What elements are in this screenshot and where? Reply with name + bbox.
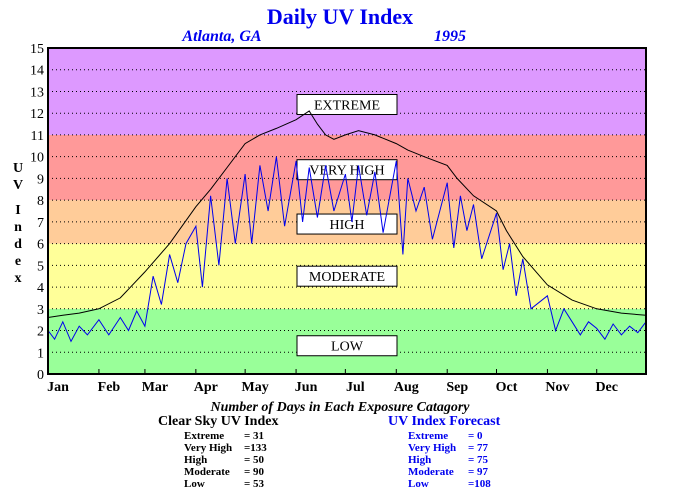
category-count: = 97	[468, 466, 489, 478]
forecast-series-line	[47, 156, 647, 343]
summary-row: Moderate = 97	[408, 466, 491, 478]
summary-row: Extreme = 31	[184, 430, 267, 442]
y-tick-label: 5	[37, 259, 44, 274]
y-axis-label-char: U	[13, 161, 23, 176]
summary-row: Low = 53	[184, 478, 267, 490]
category-label: Low	[184, 478, 205, 490]
y-tick-label: 7	[37, 216, 44, 231]
category-count: = 90	[244, 466, 265, 478]
forecast-summary-title: UV Index Forecast	[388, 414, 501, 429]
y-tick-label: 4	[37, 281, 44, 296]
category-count: = 0	[468, 430, 483, 442]
category-count: =108	[468, 478, 491, 490]
summary-row: Extreme = 0	[408, 430, 491, 442]
band-label-text: HIGH	[330, 218, 365, 233]
band-label-box	[296, 265, 398, 287]
band-label-box	[296, 94, 398, 116]
x-tick-label: Nov	[545, 380, 569, 395]
category-label: Moderate	[184, 466, 230, 478]
y-axis-label-char: e	[15, 254, 21, 269]
x-tick-label: May	[242, 380, 269, 395]
chart-title: Daily UV Index	[267, 4, 413, 29]
band-labels: LOW MODERATE HIGH VERY HIGH EXTREME	[296, 94, 398, 357]
y-tick-label: 14	[30, 64, 44, 79]
y-tick-label: 15	[30, 42, 44, 57]
category-label: Moderate	[408, 466, 454, 478]
y-tick-label: 6	[37, 238, 44, 253]
summary-row: Very High =133	[184, 442, 267, 454]
x-tick-label: Jan	[47, 380, 69, 395]
summary-row: High = 50	[184, 454, 267, 466]
band-label-extreme: EXTREME	[296, 94, 398, 116]
y-axis-label-char: n	[14, 220, 22, 235]
y-tick-label: 10	[30, 151, 44, 166]
category-count: = 50	[244, 454, 265, 466]
band-label-text: LOW	[331, 340, 364, 355]
y-tick-label: 0	[37, 368, 44, 383]
x-tick-label: Dec	[595, 380, 618, 395]
band-label-box	[296, 335, 398, 357]
days-count-heading: Number of Days in Each Exposure Catagory	[210, 400, 470, 415]
summary-row: Very High = 77	[408, 442, 491, 454]
band-label-very-high: VERY HIGH	[296, 159, 398, 181]
x-tick-label: Jun	[295, 380, 318, 395]
band-label-text: MODERATE	[309, 270, 385, 285]
category-label: Very High	[184, 442, 233, 454]
category-label: High	[184, 454, 208, 466]
x-tick-label: Feb	[98, 380, 121, 395]
category-count: = 53	[244, 478, 265, 490]
category-label: Extreme	[184, 430, 225, 442]
category-label: High	[408, 454, 432, 466]
plot-frame	[47, 47, 647, 375]
band-label-high: HIGH	[296, 213, 398, 235]
x-tick-label: Mar	[142, 380, 168, 395]
y-tick-label: 11	[31, 129, 44, 144]
chart-location: Atlanta, GA	[181, 28, 261, 45]
y-axis-label-char: V	[13, 178, 23, 193]
category-count: = 75	[468, 454, 489, 466]
summary-row: Low =108	[408, 478, 491, 490]
y-tick-label: 3	[37, 303, 44, 318]
category-label: Very High	[408, 442, 457, 454]
clear-sky-summary-table: Extreme = 31 Very High =133 High = 50 Moder…	[184, 430, 267, 490]
category-label: Low	[408, 478, 429, 490]
category-count: = 31	[244, 430, 265, 442]
y-tick-label: 1	[37, 346, 44, 361]
category-count: = 77	[468, 442, 489, 454]
band-label-low: LOW	[296, 335, 398, 357]
y-axis-label-char: x	[15, 271, 22, 286]
y-tick-label: 8	[37, 194, 44, 209]
x-tick-label: Sep	[446, 380, 468, 395]
chart-year: 1995	[434, 28, 466, 45]
band-label-text: EXTREME	[314, 99, 380, 114]
summary-row: Moderate = 90	[184, 466, 267, 478]
band-label-moderate: MODERATE	[296, 265, 398, 287]
x-tick-label: Oct	[496, 380, 518, 395]
y-tick-label: 9	[37, 172, 44, 187]
x-tick-label: Aug	[394, 380, 419, 395]
y-tick-label: 13	[30, 85, 44, 100]
series-lines	[47, 110, 647, 343]
y-axis-label-char: d	[14, 237, 22, 252]
band-extreme	[48, 48, 646, 135]
band-label-box	[296, 213, 398, 235]
y-tick-label: 12	[30, 107, 44, 122]
category-count: =133	[244, 442, 267, 454]
x-tick-label: Jul	[346, 380, 365, 395]
clear-sky-series-line	[47, 110, 647, 318]
y-axis-label-char: I	[15, 203, 20, 218]
x-tick-label: Apr	[194, 380, 218, 395]
x-axis-ticks: Jan Feb Mar Apr May Jun Jul Aug Sep Oct Nov Dec	[47, 369, 618, 395]
forecast-summary-table: Extreme = 0 Very High = 77 High = 75 Modera…	[408, 430, 491, 490]
summary-row: High = 75	[408, 454, 491, 466]
category-label: Extreme	[408, 430, 449, 442]
band-label-text: VERY HIGH	[309, 164, 384, 179]
y-tick-label: 2	[37, 325, 44, 340]
clear-sky-summary-title: Clear Sky UV Index	[158, 414, 279, 429]
